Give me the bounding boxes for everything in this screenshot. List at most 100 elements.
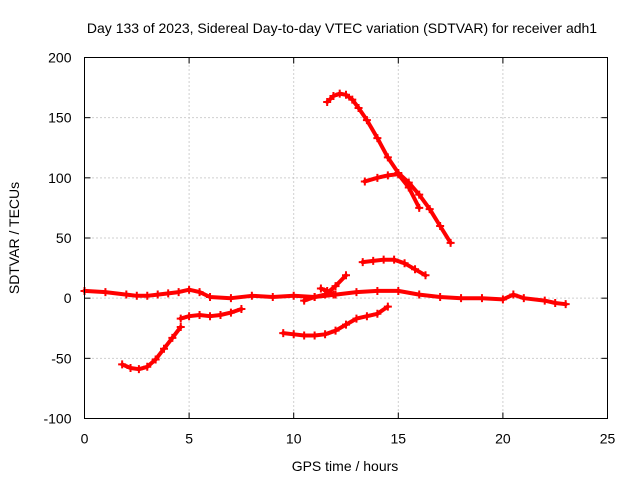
data-point [185, 285, 194, 294]
data-point [373, 134, 382, 143]
data-point [362, 312, 371, 321]
data-point [247, 291, 256, 300]
data-point [404, 183, 413, 192]
data-point [436, 221, 445, 230]
data-point [289, 291, 298, 300]
data-point [176, 323, 185, 332]
y-tick-label: 200 [48, 50, 72, 66]
x-tick-label: 10 [286, 431, 302, 447]
data-point [383, 171, 392, 180]
y-tick-labels: -100 -50 0 50 100 150 200 [43, 50, 71, 427]
data-point [551, 298, 560, 307]
data-point [300, 296, 309, 305]
data-point [383, 153, 392, 162]
series-arc-9 [316, 284, 338, 299]
data-point [348, 95, 357, 104]
data-point [335, 89, 344, 98]
data-point [394, 170, 403, 179]
series-arc-4 [279, 302, 392, 340]
data-point [176, 314, 185, 323]
data-point [226, 308, 235, 317]
y-tick-label: 100 [48, 170, 72, 186]
series-arc-5 [300, 271, 350, 305]
data-point [164, 289, 173, 298]
data-point [195, 288, 204, 297]
y-axis-label: SDTVAR / TECUs [6, 182, 22, 294]
series-line [362, 172, 422, 210]
data-point [321, 330, 330, 339]
data-point [185, 312, 194, 321]
series-arc-3 [176, 304, 246, 323]
y-tick-label: -100 [43, 411, 71, 427]
series-arc-6 [323, 89, 455, 247]
data-point [360, 177, 369, 186]
data-point [206, 292, 215, 301]
data-point [383, 302, 392, 311]
data-point [342, 90, 350, 99]
data-series [80, 89, 570, 374]
data-point [352, 288, 361, 297]
data-point [446, 238, 455, 247]
data-point [143, 291, 152, 300]
data-point [342, 320, 350, 329]
data-point [323, 286, 332, 295]
data-point [226, 294, 235, 303]
series-arc-8 [358, 255, 430, 280]
data-point [352, 314, 361, 323]
data-point [323, 98, 332, 107]
series-line [325, 91, 453, 245]
data-point [369, 256, 378, 265]
data-point [329, 92, 338, 101]
data-point [126, 363, 135, 372]
data-point [159, 344, 168, 353]
data-point [331, 282, 340, 291]
axis-ticks [84, 57, 608, 419]
data-point [268, 292, 277, 301]
data-point [118, 360, 127, 369]
data-point [373, 309, 382, 318]
data-point [168, 333, 177, 342]
data-point [206, 312, 215, 321]
x-tick-label: 15 [391, 431, 407, 447]
data-point [342, 271, 350, 280]
data-point [310, 331, 319, 340]
data-point [354, 104, 363, 113]
data-point [425, 205, 434, 214]
series-arc-1 [80, 285, 570, 309]
data-point [457, 294, 466, 303]
data-point [300, 331, 309, 340]
data-point [415, 203, 424, 212]
data-point [421, 271, 430, 280]
data-point [362, 116, 371, 125]
data-point [415, 190, 424, 199]
data-point [143, 362, 152, 371]
series-arc-2 [118, 323, 185, 374]
data-point [415, 290, 424, 299]
data-point [373, 173, 382, 182]
data-point [373, 286, 382, 295]
data-point [436, 292, 445, 301]
data-point [394, 286, 403, 295]
data-point [237, 304, 246, 313]
data-point [310, 292, 319, 301]
x-tick-label: 25 [600, 431, 616, 447]
y-tick-label: -50 [51, 350, 71, 366]
y-tick-label: 50 [56, 230, 72, 246]
data-point [540, 296, 549, 305]
data-point [411, 265, 420, 274]
data-point [101, 288, 110, 297]
y-tick-label: 0 [64, 290, 72, 306]
data-point [174, 288, 183, 297]
data-point [279, 329, 288, 338]
data-point [498, 295, 507, 304]
data-point [216, 311, 225, 320]
data-point [132, 291, 141, 300]
data-point [561, 300, 570, 309]
x-tick-labels: 0 5 10 15 20 25 [81, 431, 616, 447]
data-point [134, 365, 143, 374]
x-tick-label: 5 [185, 431, 193, 447]
data-point [289, 330, 298, 339]
data-point [331, 326, 340, 335]
series-arc-7 [360, 170, 424, 212]
